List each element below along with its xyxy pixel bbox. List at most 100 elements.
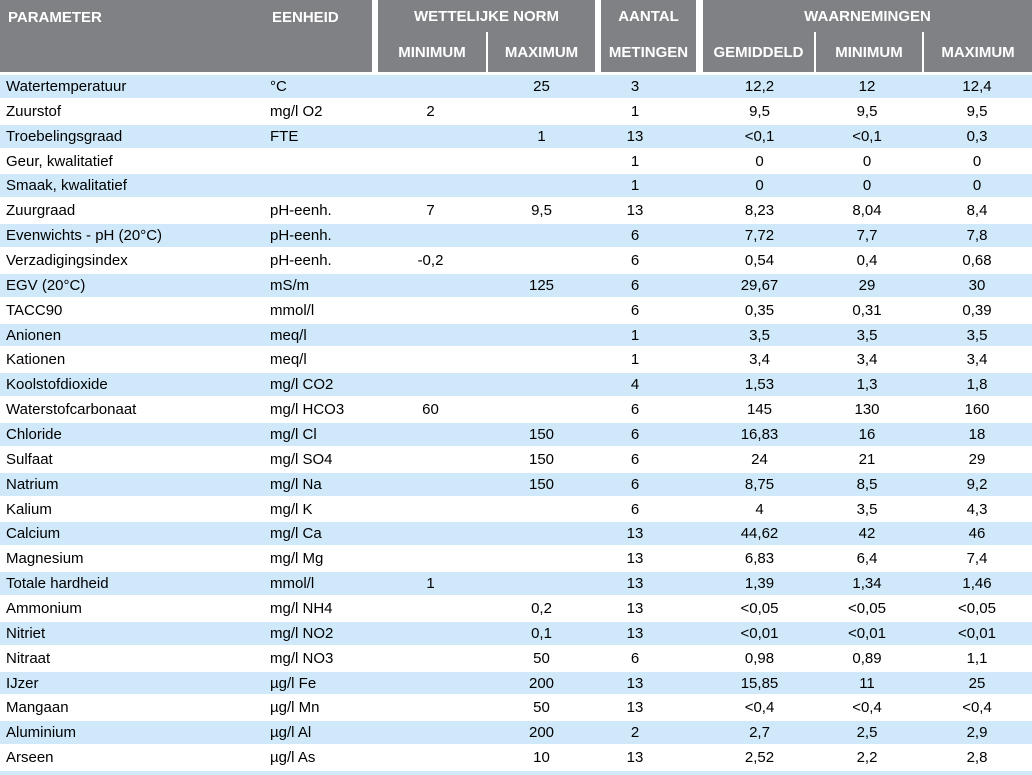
cell-maximum: 29 xyxy=(968,450,986,468)
cell-eenheid: mg/l Na xyxy=(270,475,322,493)
header-divider xyxy=(922,32,924,72)
cell-parameter: Mangaan xyxy=(6,699,69,717)
cell-norm-minimum: 7 xyxy=(426,202,435,220)
cell-norm-maximum xyxy=(486,348,597,371)
cell-aantal-metingen: 13 xyxy=(626,624,644,642)
cell-gemiddeld: 16,83 xyxy=(740,425,779,443)
cell-norm-minimum xyxy=(375,622,486,645)
cell-gemiddeld: 6,83 xyxy=(744,550,775,568)
col-header-aantal: AANTAL xyxy=(618,7,679,25)
col-header-gemiddeld: GEMIDDELD xyxy=(713,43,804,61)
cell-eenheid: µg/l Mn xyxy=(270,699,320,717)
cell-parameter: Totale hardheid xyxy=(6,575,109,593)
cell-aantal-metingen: 6 xyxy=(630,425,640,443)
cell-maximum: 3,4 xyxy=(966,351,988,369)
cell-maximum: 7,4 xyxy=(966,550,988,568)
cell-aantal-metingen: 6 xyxy=(630,251,640,269)
cell-gemiddeld: <0,4 xyxy=(744,699,775,717)
cell-eenheid: pH-eenh. xyxy=(270,227,332,245)
cell-maximum: <0,4 xyxy=(962,699,992,717)
cell-aantal-metingen: 6 xyxy=(630,475,640,493)
cell-parameter: Waterstofcarbonaat xyxy=(6,401,137,419)
cell-gemiddeld: 1,39 xyxy=(744,575,775,593)
cell-eenheid: °C xyxy=(270,77,287,95)
col-header-waarneming-maximum: MAXIMUM xyxy=(941,43,1015,61)
cell-maximum: 9,5 xyxy=(966,102,988,120)
table-row: Totale hardheid mmol/l 1 13 1,39 1,34 1,46 xyxy=(0,572,1032,598)
col-header-waarnemingen: WAARNEMINGEN xyxy=(804,7,931,25)
table-row: Waterstofcarbonaat mg/l HCO3 60 6 145 130 160 xyxy=(0,398,1032,424)
cell-maximum: 2,8 xyxy=(966,749,988,767)
header-divider xyxy=(486,32,488,72)
cell-parameter: IJzer xyxy=(6,674,39,692)
cell-eenheid xyxy=(268,150,375,173)
cell-eenheid: mg/l Ca xyxy=(270,525,322,543)
cell-eenheid: FTE xyxy=(270,127,299,145)
cell-norm-minimum xyxy=(375,274,486,297)
header-subrow-waarnemingen: GEMIDDELD MINIMUM MAXIMUM xyxy=(703,32,1032,72)
cell-parameter: Nitriet xyxy=(6,624,46,642)
cell-minimum: 1,34 xyxy=(852,575,882,593)
col-header-parameter: PARAMETER xyxy=(8,9,102,26)
cell-norm-maximum xyxy=(486,324,597,347)
cell-norm-maximum xyxy=(486,299,597,322)
cell-eenheid: mg/l NO3 xyxy=(270,649,334,667)
table-row: IJzer µg/l Fe 200 13 15,85 11 25 xyxy=(0,671,1032,697)
cell-maximum: 30 xyxy=(968,276,986,294)
cell-aantal-metingen: 2 xyxy=(630,724,640,742)
cell-eenheid: mS/m xyxy=(270,276,310,294)
cell-norm-maximum: 10 xyxy=(533,749,550,767)
cell-minimum: 130 xyxy=(854,401,880,419)
cell-minimum: 3,5 xyxy=(856,500,878,518)
cell-norm-maximum xyxy=(486,174,597,197)
cell-aantal-metingen: 6 xyxy=(630,227,640,245)
cell-norm-maximum xyxy=(486,522,597,545)
cell-aantal-metingen: 13 xyxy=(626,127,644,145)
cell-maximum: 0,3 xyxy=(966,127,988,145)
cell-aantal-metingen: 6 xyxy=(630,649,640,667)
table-row: Aluminium µg/l Al 200 2 2,7 2,5 2,9 xyxy=(0,721,1032,747)
cell-parameter: Ammonium xyxy=(6,599,82,617)
header-block-aantal-metingen: AANTAL METINGEN xyxy=(601,0,696,72)
cell-norm-maximum xyxy=(486,572,597,595)
cell-minimum: 8,5 xyxy=(856,475,878,493)
cell-parameter: Kationen xyxy=(6,351,66,369)
cell-norm-maximum: 150 xyxy=(528,475,555,493)
cell-aantal-metingen: 6 xyxy=(630,401,640,419)
cell-minimum: 0,31 xyxy=(852,301,882,319)
cell-gemiddeld: 24 xyxy=(751,450,768,468)
cell-norm-maximum xyxy=(486,547,597,570)
cell-minimum: <0,1 xyxy=(852,127,882,145)
col-header-norm-maximum: MAXIMUM xyxy=(504,43,579,61)
cell-norm-minimum xyxy=(375,647,486,670)
cell-parameter: Arseen xyxy=(6,749,54,767)
cell-eenheid: mg/l NO2 xyxy=(270,624,334,642)
table-row: Magnesium mg/l Mg 13 6,83 6,4 7,4 xyxy=(0,547,1032,573)
cell-aantal-metingen: 1 xyxy=(630,351,640,369)
cell-gemiddeld: 4 xyxy=(755,500,764,518)
cell-eenheid: meq/l xyxy=(270,326,307,344)
table-row: Smaak, kwalitatief 1 0 0 0 xyxy=(0,174,1032,200)
cell-maximum: 9,2 xyxy=(966,475,988,493)
cell-aantal-metingen: 13 xyxy=(626,699,644,717)
cell-minimum: 12 xyxy=(858,77,876,95)
col-header-wettelijke-norm: WETTELIJKE NORM xyxy=(414,7,559,25)
cell-gemiddeld: 0,98 xyxy=(744,649,775,667)
cell-maximum: 8,4 xyxy=(966,202,988,220)
cell-maximum: 0 xyxy=(972,152,982,170)
header-block-wettelijke-norm: WETTELIJKE NORM MINIMUM MAXIMUM xyxy=(378,0,595,72)
cell-gemiddeld: <0,01 xyxy=(740,624,779,642)
cell-parameter: Nitraat xyxy=(6,649,51,667)
cell-norm-maximum xyxy=(486,100,597,123)
cell-norm-minimum xyxy=(375,746,486,769)
cell-eenheid: mg/l K xyxy=(270,500,313,518)
cell-maximum: 25 xyxy=(968,674,986,692)
cell-norm-maximum xyxy=(486,373,597,396)
cell-eenheid: mg/l O2 xyxy=(270,102,323,120)
cell-minimum: <0,05 xyxy=(848,599,886,617)
col-header-norm-minimum: MINIMUM xyxy=(398,43,466,61)
cell-aantal-metingen: 13 xyxy=(626,674,644,692)
cell-minimum: 3,4 xyxy=(856,351,878,369)
table-row: Arseen µg/l As 10 13 2,52 2,2 2,8 xyxy=(0,746,1032,772)
cell-norm-maximum: 0,2 xyxy=(531,599,552,617)
